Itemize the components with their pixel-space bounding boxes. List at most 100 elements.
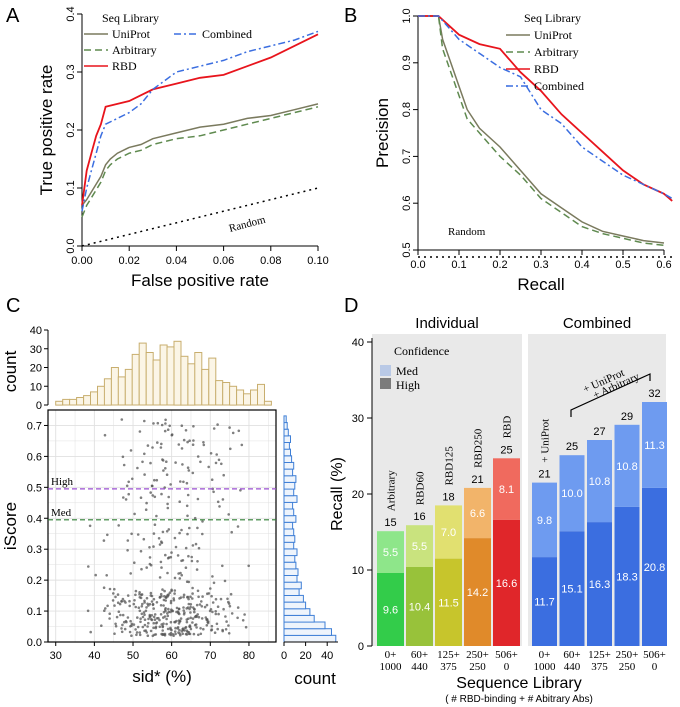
scatter-point bbox=[154, 622, 158, 625]
y-tick-label: 0.4 bbox=[27, 513, 42, 525]
scatter-point bbox=[158, 618, 161, 622]
bar-name-label: Arbitrary bbox=[386, 470, 398, 511]
scatter-point bbox=[181, 559, 185, 562]
scatter-point bbox=[222, 607, 225, 611]
bar-high bbox=[464, 538, 491, 646]
scatter-point bbox=[113, 632, 116, 635]
bar-high-value: 10.4 bbox=[409, 602, 430, 614]
scatter-point bbox=[193, 610, 196, 614]
scatter-point bbox=[143, 419, 146, 423]
x-tick-label: 250+ bbox=[616, 649, 639, 661]
bar-high-value: 9.6 bbox=[383, 605, 398, 617]
scatter-point bbox=[154, 626, 158, 630]
bar-med bbox=[406, 525, 433, 567]
scatter-point bbox=[182, 609, 185, 612]
scatter-point bbox=[185, 607, 188, 610]
scatter-point bbox=[212, 490, 215, 494]
scatter-point bbox=[191, 471, 195, 475]
scatter-point bbox=[145, 566, 148, 569]
scatter-point bbox=[126, 616, 130, 619]
scatter-point bbox=[216, 500, 220, 504]
scatter-point bbox=[243, 613, 246, 616]
scatter-point bbox=[128, 630, 132, 634]
scatter-point bbox=[204, 616, 208, 619]
scatter-point bbox=[114, 622, 117, 626]
scatter-point bbox=[214, 461, 218, 465]
scatter-point bbox=[205, 603, 209, 607]
scatter-point bbox=[170, 433, 174, 437]
threshold-label-high: High bbox=[51, 476, 74, 488]
y-tick-label: 0.3 bbox=[65, 64, 77, 79]
scatter-point bbox=[151, 602, 155, 606]
scatter-point bbox=[122, 496, 125, 499]
scatter-point bbox=[141, 602, 144, 606]
bar-med bbox=[642, 402, 667, 488]
top-hist-bar bbox=[243, 393, 251, 406]
scatter-point bbox=[197, 615, 201, 619]
scatter-point bbox=[120, 630, 124, 634]
scatter-point bbox=[196, 560, 199, 563]
scatter-point bbox=[195, 603, 199, 607]
x-tick-label: 125+ bbox=[588, 649, 611, 661]
scatter-point bbox=[117, 524, 120, 527]
bar-med-value: 11.3 bbox=[644, 440, 665, 452]
scatter-point bbox=[177, 443, 181, 446]
random-label: Random bbox=[228, 214, 268, 235]
scatter-point bbox=[173, 592, 176, 595]
scatter-point bbox=[160, 566, 163, 569]
scatter-point bbox=[212, 581, 216, 585]
bar-med-value: 9.8 bbox=[537, 515, 552, 527]
scatter-point bbox=[184, 625, 188, 629]
scatter-point bbox=[153, 478, 156, 482]
scatter-point bbox=[210, 628, 214, 631]
scatter-point bbox=[187, 469, 191, 472]
scatter-point bbox=[186, 595, 190, 599]
scatter-point bbox=[161, 629, 164, 632]
bar-name-label: + UniProt bbox=[540, 419, 552, 463]
scatter-point bbox=[132, 602, 136, 606]
top-hist-tick-label: 10 bbox=[30, 381, 42, 393]
bar-name-label: RBD250 bbox=[473, 428, 485, 468]
y-tick-label: 0.7 bbox=[401, 149, 413, 164]
scatter-point bbox=[134, 628, 137, 631]
scatter-point bbox=[241, 619, 245, 622]
scatter-point bbox=[185, 629, 189, 632]
scatter-point bbox=[121, 623, 124, 627]
scatter-point bbox=[224, 628, 228, 631]
y-tick-label: 0.5 bbox=[401, 242, 413, 257]
scatter-point bbox=[167, 607, 170, 611]
series-line-random bbox=[81, 187, 319, 247]
bar-total-label: 15 bbox=[384, 517, 396, 529]
scatter-point bbox=[112, 592, 115, 595]
scatter-point bbox=[108, 587, 112, 591]
scatter-point bbox=[146, 634, 150, 637]
scatter-point bbox=[182, 606, 185, 609]
scatter-point bbox=[227, 632, 231, 635]
bar-high-value: 14.2 bbox=[467, 587, 488, 599]
scatter-point bbox=[185, 620, 189, 624]
y-tick-label: 0.4 bbox=[65, 6, 77, 21]
legend-label-high: High bbox=[396, 378, 420, 392]
scatter-point bbox=[176, 627, 179, 630]
scatter-point bbox=[166, 593, 169, 597]
top-hist-bar bbox=[229, 385, 238, 406]
right-hist-bar bbox=[283, 468, 294, 477]
x-axis-title: Recall bbox=[517, 275, 564, 294]
bar-med-value: 7.0 bbox=[441, 527, 456, 539]
scatter-point bbox=[180, 630, 184, 633]
scatter-point bbox=[190, 555, 193, 559]
scatter-point bbox=[150, 600, 154, 603]
bar-high bbox=[559, 531, 585, 646]
scatter-point bbox=[87, 565, 90, 568]
scatter-point bbox=[191, 621, 194, 624]
scatter-point bbox=[200, 600, 203, 603]
y-tick-label: 0.2 bbox=[27, 575, 42, 587]
x-tick-label: 0.6 bbox=[656, 259, 671, 271]
bar-high bbox=[642, 487, 667, 646]
scatter-point bbox=[180, 447, 184, 450]
scatter-point bbox=[140, 567, 143, 571]
x-tick-label: 0.06 bbox=[213, 255, 234, 267]
scatter-point bbox=[236, 525, 240, 528]
x-tick-label: 506+ bbox=[643, 649, 666, 661]
scatter-point bbox=[170, 628, 173, 632]
